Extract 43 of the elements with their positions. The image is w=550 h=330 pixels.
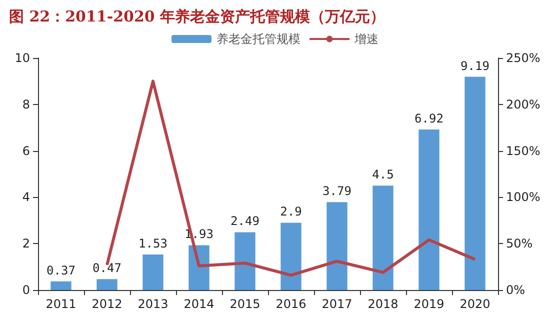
x-tick-label: 2017 — [322, 297, 352, 311]
bar — [418, 129, 440, 290]
y2-tick-label: 150% — [506, 144, 540, 158]
y2-tick-label: 100% — [506, 190, 540, 204]
y2-tick-label: 200% — [506, 97, 540, 112]
y-tick-label: 0 — [22, 283, 30, 297]
y2-tick-label: 0% — [506, 283, 526, 297]
data-label: 2.9 — [280, 204, 302, 219]
bar — [142, 254, 164, 290]
y2-tick-label: 50% — [506, 236, 533, 251]
x-tick-label: 2018 — [368, 297, 398, 311]
bar — [464, 76, 486, 290]
data-label: 2.49 — [230, 214, 260, 228]
data-label: 0.47 — [92, 261, 122, 276]
bar — [96, 279, 118, 290]
data-label: 1.53 — [138, 236, 168, 251]
x-tick-label: 2012 — [92, 297, 122, 311]
bar — [326, 202, 348, 290]
chart-title: 图 22：2011-2020 年养老金资产托管规模（万亿元） — [9, 8, 386, 26]
x-tick-label: 2015 — [230, 297, 260, 311]
bar — [280, 222, 302, 290]
y-tick-label: 10 — [14, 51, 30, 65]
x-tick-label: 2020 — [460, 297, 490, 311]
data-label: 6.92 — [414, 111, 444, 126]
y-tick-label: 6 — [22, 144, 30, 158]
data-label: 9.19 — [460, 58, 490, 73]
x-tick-label: 2013 — [138, 297, 168, 311]
data-label: 3.79 — [322, 184, 352, 198]
x-tick-label: 2016 — [276, 297, 306, 311]
x-tick-label: 2014 — [184, 297, 214, 311]
legend-label: 增速 — [354, 32, 378, 46]
y-tick-label: 4 — [22, 190, 30, 204]
x-tick-label: 2019 — [414, 297, 444, 311]
data-label: 0.37 — [46, 263, 76, 278]
bar — [234, 232, 256, 290]
y-tick-label: 2 — [22, 236, 30, 251]
x-tick-label: 2011 — [46, 297, 76, 311]
bar — [50, 281, 72, 290]
bar — [372, 186, 394, 290]
y2-tick-label: 250% — [506, 51, 540, 65]
y-tick-label: 8 — [22, 97, 30, 112]
data-label: 4.5 — [372, 168, 394, 182]
legend-label: 养老金托管规模 — [216, 32, 300, 46]
